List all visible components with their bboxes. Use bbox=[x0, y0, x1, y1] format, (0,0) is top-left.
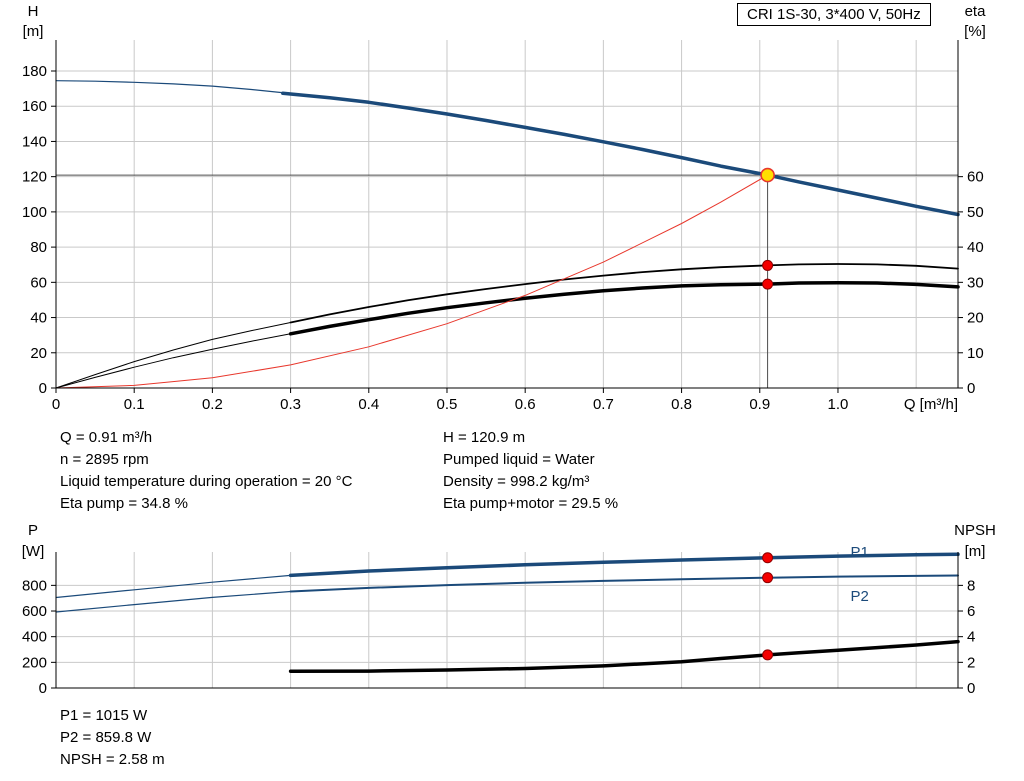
y-axis-left-title-unit: [W] bbox=[22, 543, 45, 560]
duty-point[interactable] bbox=[760, 167, 775, 183]
p2-value-line: P2 = 859.8 W bbox=[60, 729, 152, 746]
pump-curve bbox=[281, 91, 960, 217]
y-axis-right-title-unit: [%] bbox=[964, 23, 986, 40]
y-axis-left-tick-label: 160 bbox=[22, 98, 47, 115]
duty-info-left-column: Q = 0.91 m³/h n = 2895 rpm Liquid temper… bbox=[60, 427, 352, 515]
npsh-value-line: NPSH = 2.58 m bbox=[60, 751, 165, 768]
y-axis-left-tick-label: 80 bbox=[30, 239, 47, 256]
y-axis-left-tick-label: 120 bbox=[22, 169, 47, 186]
p1-value-line: P1 = 1015 W bbox=[60, 707, 148, 724]
x-axis-tick-label: 0.8 bbox=[671, 396, 692, 413]
y-axis-right-tick-label: 10 bbox=[967, 345, 984, 362]
x-axis-tick-label: 0.5 bbox=[437, 396, 458, 413]
y-axis-left-title-unit: [m] bbox=[23, 23, 44, 40]
system-curve bbox=[55, 174, 769, 389]
y-axis-right-tick-label: 6 bbox=[967, 603, 975, 620]
eta-pump-motor-duty-marker bbox=[762, 278, 774, 290]
npsh-curve bbox=[288, 639, 960, 674]
pump-model-title: CRI 1S-30, 3*400 V, 50Hz bbox=[737, 3, 931, 26]
y-axis-left-tick-label: 400 bbox=[22, 629, 47, 646]
y-axis-right-tick-label: 0 bbox=[967, 680, 975, 697]
x-axis-tick-label: 0.9 bbox=[749, 396, 770, 413]
eta-pump-curve bbox=[289, 263, 959, 324]
flow-value-line: Q = 0.91 m³/h bbox=[60, 429, 153, 446]
liquid-temperature-line: Liquid temperature during operation = 20… bbox=[60, 473, 353, 490]
y-axis-right-tick-label: 60 bbox=[967, 169, 984, 186]
duty-info-right-column: H = 120.9 m Pumped liquid = Water Densit… bbox=[443, 427, 618, 515]
p1-curve-low-flow bbox=[55, 574, 292, 599]
y-axis-right-tick-label: 50 bbox=[967, 204, 984, 221]
x-axis-tick-label: 0.3 bbox=[280, 396, 301, 413]
x-axis-tick-label: 0.1 bbox=[124, 396, 145, 413]
p2-curve-low-flow bbox=[55, 590, 292, 613]
y-axis-right-tick-label: 8 bbox=[967, 577, 975, 594]
x-axis-tick-label: 0.6 bbox=[515, 396, 536, 413]
y-axis-left-tick-label: 100 bbox=[22, 204, 47, 221]
eta-pump-motor-curve bbox=[288, 280, 960, 336]
y-axis-left-tick-label: 60 bbox=[30, 274, 47, 291]
p1-curve bbox=[288, 552, 960, 578]
speed-value-line: n = 2895 rpm bbox=[60, 451, 149, 468]
y-axis-right-tick-label: 2 bbox=[967, 654, 975, 671]
y-axis-left-title: P bbox=[28, 522, 38, 539]
y-axis-left-tick-label: 40 bbox=[30, 310, 47, 327]
p1-duty-marker bbox=[762, 552, 774, 564]
p2-duty-marker bbox=[762, 572, 774, 584]
y-axis-left-tick-label: 800 bbox=[22, 577, 47, 594]
y-axis-right-title-unit: [m] bbox=[965, 543, 986, 560]
x-axis-title: Q [m³/h] bbox=[904, 396, 958, 413]
npsh-duty-marker bbox=[762, 649, 774, 661]
p2-curve-label: P2 bbox=[850, 588, 868, 605]
power-info-column: P1 = 1015 W P2 = 859.8 W NPSH = 2.58 m bbox=[60, 705, 165, 771]
y-axis-right-tick-label: 4 bbox=[967, 629, 975, 646]
x-axis-tick-label: 1.0 bbox=[828, 396, 849, 413]
pump-curve-low-flow bbox=[55, 80, 292, 95]
x-axis-tick-label: 0.7 bbox=[593, 396, 614, 413]
eta-pump-motor-curve-low-flow bbox=[55, 333, 292, 389]
y-axis-left-title: H bbox=[28, 3, 39, 20]
density-line: Density = 998.2 kg/m³ bbox=[443, 473, 590, 490]
pumped-liquid-line: Pumped liquid = Water bbox=[443, 451, 595, 468]
y-axis-right-title: NPSH bbox=[954, 522, 996, 539]
y-axis-left-tick-label: 200 bbox=[22, 654, 47, 671]
y-axis-left-tick-label: 0 bbox=[39, 680, 47, 697]
head-value-line: H = 120.9 m bbox=[443, 429, 526, 446]
x-axis-tick-label: 0.2 bbox=[202, 396, 223, 413]
y-axis-left-tick-label: 180 bbox=[22, 63, 47, 80]
y-axis-left-tick-label: 20 bbox=[30, 345, 47, 362]
x-axis-tick-label: 0.4 bbox=[358, 396, 379, 413]
y-axis-right-tick-label: 20 bbox=[967, 310, 984, 327]
y-axis-right-tick-label: 0 bbox=[967, 380, 975, 397]
p1-curve-label: P1 bbox=[850, 544, 868, 561]
y-axis-left-tick-label: 0 bbox=[39, 380, 47, 397]
y-axis-right-tick-label: 30 bbox=[967, 274, 984, 291]
p2-curve bbox=[289, 574, 959, 593]
y-axis-left-tick-label: 140 bbox=[22, 133, 47, 150]
eta-pump-duty-marker bbox=[762, 259, 774, 271]
x-axis-tick-label: 0 bbox=[52, 396, 60, 413]
eta-pump-curve-low-flow bbox=[55, 322, 292, 389]
y-axis-right-title: eta bbox=[965, 3, 987, 20]
eta-pump-line: Eta pump = 34.8 % bbox=[60, 495, 188, 512]
y-axis-left-tick-label: 600 bbox=[22, 603, 47, 620]
y-axis-right-tick-label: 40 bbox=[967, 239, 984, 256]
eta-pump-motor-line: Eta pump+motor = 29.5 % bbox=[443, 495, 619, 512]
